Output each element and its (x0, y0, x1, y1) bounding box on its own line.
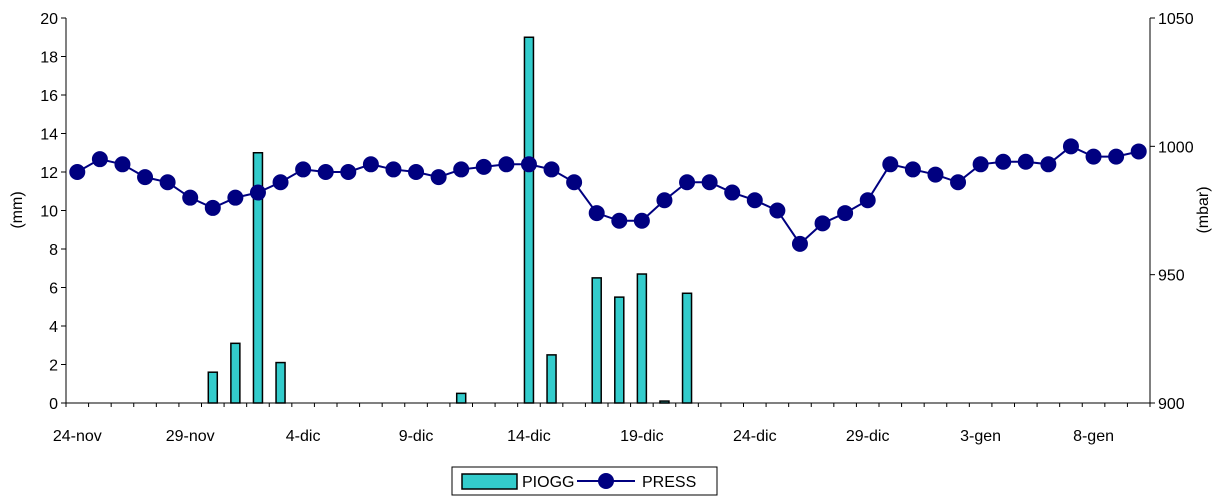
point-press (769, 202, 786, 219)
y-right-tick-label: 900 (1158, 396, 1185, 413)
point-press (746, 192, 763, 209)
x-tick-label: 19-dic (620, 428, 664, 445)
point-press (249, 184, 266, 201)
y-left-tick-label: 10 (40, 204, 58, 221)
bar-piogg (681, 292, 693, 404)
point-press (182, 189, 199, 206)
x-tick-label: 8-gen (1073, 428, 1114, 445)
bar-piogg (614, 296, 625, 404)
bar-piogg (591, 277, 602, 404)
point-press (791, 235, 808, 252)
point-press (1040, 156, 1057, 173)
point-press (340, 164, 357, 180)
legend-piogg-label: PIOGG (522, 474, 574, 491)
x-tick-label: 9-dic (399, 428, 434, 445)
point-press (385, 161, 402, 178)
y-left-tick-label: 4 (49, 319, 58, 336)
point-press (882, 156, 899, 173)
point-press (837, 205, 854, 222)
point-press (927, 166, 944, 183)
bar-piogg (546, 354, 557, 404)
x-tick-label: 14-dic (507, 428, 551, 445)
point-press (814, 215, 831, 232)
y-right-tick-label: 1000 (1158, 139, 1194, 156)
y-left-tick-label: 8 (49, 242, 58, 259)
y-left-tick-label: 18 (40, 50, 58, 67)
y-right-axis-label: (mbar) (1195, 186, 1212, 233)
point-press (656, 192, 673, 209)
legend-press-label: PRESS (642, 474, 696, 491)
plot-area: 0 2 4 6 8 10 12 14 16 18 20 900 950 1000 1050 24-nov 29-… (40, 11, 1193, 445)
point-press (701, 174, 718, 191)
point-press (1017, 153, 1034, 170)
point-press (679, 174, 696, 191)
bar-piogg (230, 342, 241, 404)
point-press (1108, 148, 1125, 165)
x-tick-label: 24-nov (53, 428, 102, 445)
y-left-tick-label: 14 (40, 127, 58, 144)
x-tick-label: 24-dic (733, 428, 777, 445)
legend: PIOGG PRESS (451, 466, 718, 496)
point-press (498, 156, 515, 173)
y-left-tick-label: 0 (49, 396, 58, 413)
point-press (91, 151, 108, 168)
point-press (137, 169, 154, 186)
point-press (227, 189, 244, 206)
point-press (588, 205, 605, 222)
point-press (159, 174, 176, 191)
y-right-tick-label: 950 (1158, 268, 1185, 285)
point-press (1085, 148, 1102, 165)
x-tick-label: 29-nov (166, 428, 215, 445)
y-left-tick-label: 12 (40, 165, 58, 182)
point-press (69, 164, 86, 180)
x-tick-label: 29-dic (846, 428, 890, 445)
point-press (633, 212, 650, 229)
bar-piogg (455, 392, 467, 404)
point-press (362, 156, 379, 173)
point-press (543, 161, 560, 178)
point-press (430, 169, 447, 186)
y-left-axis-label: (mm) (9, 191, 26, 228)
point-press (272, 174, 289, 191)
y-left-tick-label: 16 (40, 88, 58, 105)
point-press (520, 156, 537, 173)
y-right-tick-label: 1050 (1158, 11, 1194, 28)
y-left-tick-label: 20 (40, 11, 58, 28)
point-press (995, 153, 1012, 170)
point-press (972, 156, 989, 173)
point-press (204, 199, 221, 216)
point-press (1062, 138, 1079, 155)
point-press (566, 174, 583, 191)
point-press (408, 164, 425, 180)
point-press (904, 161, 921, 178)
point-press (724, 184, 741, 201)
bar-piogg (207, 371, 219, 404)
y-left-tick-label: 6 (49, 281, 58, 298)
x-tick-label: 3-gen (960, 428, 1001, 445)
point-press (295, 161, 312, 178)
point-press (114, 156, 131, 173)
point-press (475, 158, 492, 175)
bar-piogg (636, 273, 648, 404)
y-left-tick-label: 2 (49, 358, 58, 375)
point-press (453, 161, 470, 178)
point-press (317, 164, 334, 180)
point-press (950, 174, 967, 191)
legend-press-marker (598, 473, 614, 489)
point-press (859, 192, 876, 209)
bar-piogg (275, 361, 286, 404)
point-press (1130, 143, 1147, 160)
bar-piogg (523, 36, 535, 404)
legend-piogg-swatch (461, 473, 518, 490)
point-press (611, 212, 628, 229)
x-tick-label: 4-dic (286, 428, 321, 445)
